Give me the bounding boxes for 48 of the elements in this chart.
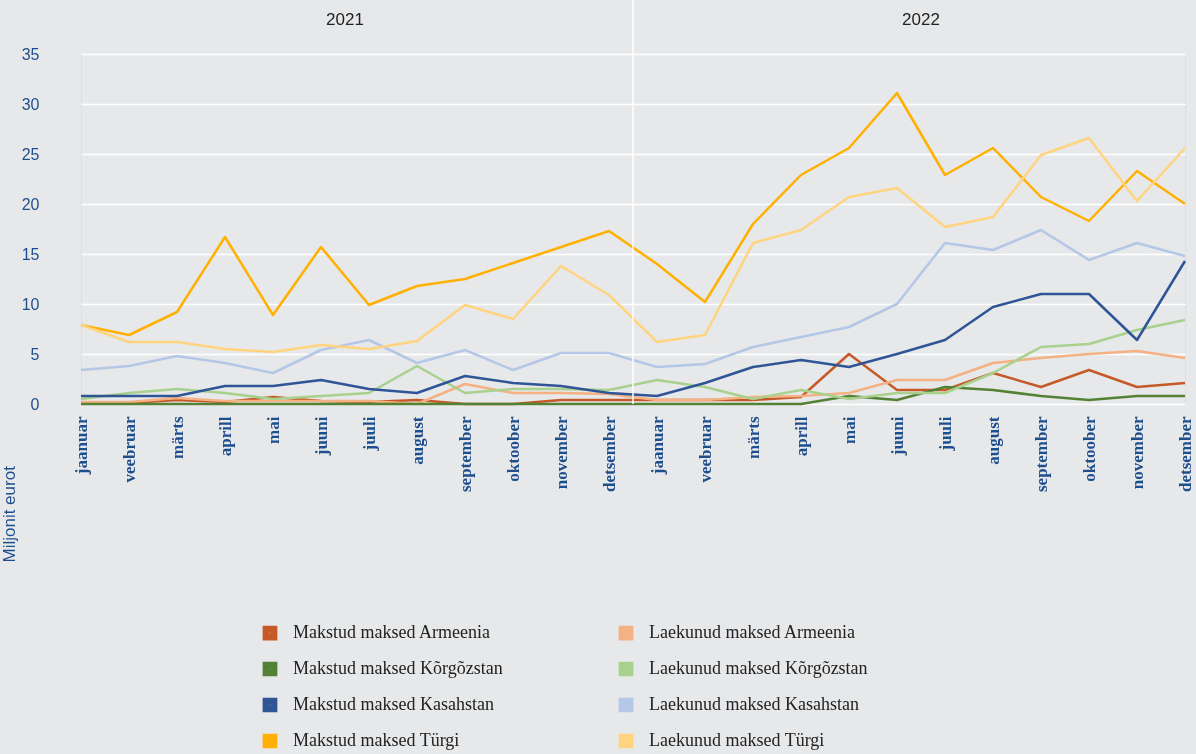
x-tick-label: august: [407, 416, 427, 465]
x-tick-label: aprill: [791, 416, 811, 457]
y-tick-label: 35: [21, 45, 40, 63]
x-tick-label: oktoober: [503, 416, 523, 482]
legend-label: Laekunud maksed Türgi: [649, 730, 825, 750]
y-tick-label: 30: [21, 95, 40, 113]
legend-label: Laekunud maksed Kõrgõzstan: [649, 658, 868, 678]
x-tick-label: juuni: [311, 416, 331, 457]
text: 2022: [902, 10, 940, 29]
y-tick-label: 10: [21, 295, 40, 313]
x-tick-label: oktoober: [1079, 416, 1099, 482]
line-series: [79, 318, 1187, 401]
x-tick-label: veebruar: [695, 416, 715, 483]
x-tick-label: juuli: [359, 416, 379, 452]
line-series: [79, 228, 1187, 375]
y-tick-label: 0: [30, 395, 40, 413]
x-tick-label: mai: [263, 416, 283, 444]
y-tick-label: 15: [21, 245, 40, 263]
line-series: [79, 136, 1187, 354]
x-tick-label: detsember: [1175, 416, 1195, 493]
legend-label: Makstud maksed Kõrgõzstan: [293, 658, 503, 678]
x-tick-label: september: [455, 416, 475, 493]
legend-label: Makstud maksed Türgi: [293, 730, 460, 750]
x-tick-label: august: [983, 416, 1003, 465]
y-tick-label: 5: [30, 345, 40, 363]
line-series: [79, 385, 1187, 406]
x-tick-label: november: [551, 416, 571, 490]
x-tick-label: jaanuar: [647, 416, 667, 476]
x-tick-label: juuni: [887, 416, 907, 457]
x-tick-label: veebruar: [119, 416, 139, 483]
line-series: [79, 259, 1187, 398]
y-tick-label: 20: [21, 195, 40, 213]
x-tick-label: aprill: [215, 416, 235, 457]
x-tick-label: jaanuar: [71, 416, 91, 476]
x-tick-label: september: [1031, 416, 1051, 493]
x-tick-label: mai: [839, 416, 859, 444]
x-tick-label: detsember: [599, 416, 619, 493]
x-tick-label: märts: [167, 416, 187, 459]
legend-label: Laekunud maksed Kasahstan: [649, 694, 859, 714]
text: 2021: [326, 10, 364, 29]
legend-label: Makstud maksed Kasahstan: [293, 694, 494, 714]
y-axis-title: Miljonit eurot: [0, 465, 19, 563]
y-tick-label: 25: [21, 145, 40, 163]
x-tick-label: juuli: [935, 416, 955, 452]
x-tick-label: märts: [743, 416, 763, 459]
legend-label: Makstud maksed Armeenia: [293, 622, 490, 643]
legend-label: Laekunud maksed Armeenia: [649, 622, 855, 643]
x-tick-label: november: [1127, 416, 1147, 490]
